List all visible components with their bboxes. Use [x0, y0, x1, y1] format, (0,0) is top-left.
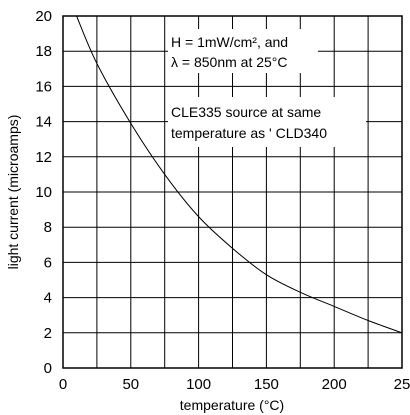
y-tick-label: 8 — [44, 219, 52, 236]
y-axis-title: light current (microamps) — [5, 115, 21, 270]
y-tick-label: 0 — [44, 360, 52, 377]
x-tick-label: 100 — [186, 376, 211, 393]
y-tick-label: 18 — [35, 43, 52, 60]
y-tick-label: 10 — [35, 184, 52, 201]
x-tick-label: 0 — [59, 376, 67, 393]
annotation-2-background — [168, 97, 366, 147]
series-line — [76, 15, 403, 334]
y-tick-label: 4 — [44, 290, 52, 307]
y-tick-label: 16 — [35, 78, 52, 95]
annotation-2-line-2: temperature as ' CLD340 — [171, 125, 327, 141]
plot-frame — [62, 15, 403, 369]
annotation-backgrounds — [168, 29, 366, 147]
y-tick-label: 6 — [44, 254, 52, 271]
y-tick-label: 2 — [44, 325, 52, 342]
y-tick-label: 12 — [35, 149, 52, 166]
x-tick-label: 200 — [322, 376, 347, 393]
y-tick-label: 20 — [35, 8, 52, 25]
annotation-2-line-1: CLE335 source at same — [171, 104, 321, 120]
annotation-1-line-1: H = 1mW/cm², and — [171, 34, 288, 50]
annotation-1-background — [168, 29, 318, 73]
x-axis-title: temperature (°C) — [180, 397, 284, 413]
annotation-1-line-2: λ = 850nm at 25°C — [171, 54, 288, 70]
y-tick-label: 14 — [35, 114, 52, 131]
x-tick-label: 150 — [254, 376, 279, 393]
x-tick-label: 25 — [394, 376, 410, 393]
x-tick-label: 50 — [122, 376, 139, 393]
